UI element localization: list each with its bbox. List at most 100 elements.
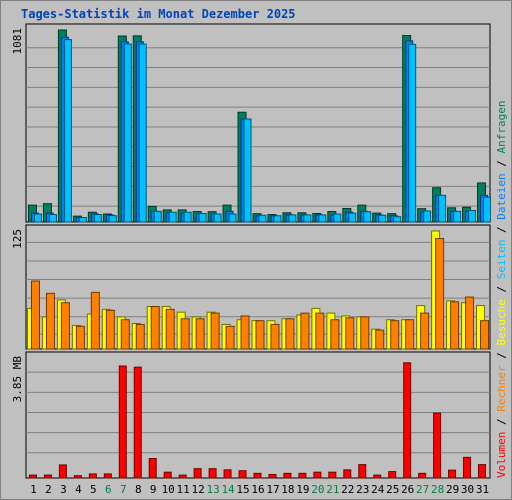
x-axis-labels: 1 2 3 4 5 6 7 8 9 10 11 12 13 14 15 16 17 18 19 20 21 22 23 24 2… — [30, 483, 489, 496]
x-tick-label-2: 2 — [45, 483, 52, 496]
bar-volumen-28 — [433, 412, 442, 479]
x-tick-label-31: 31 — [476, 483, 489, 496]
legend-entry: Volumen — [495, 432, 508, 478]
bar-volumen-7 — [118, 365, 127, 479]
bar-seiten-30 — [468, 209, 477, 223]
bar-volumen-22 — [343, 469, 352, 479]
bar-rechner-17 — [270, 323, 280, 350]
bar-volumen-3 — [58, 464, 67, 479]
y-max-label: 1081 — [11, 28, 24, 55]
legend-entry: Anfragen — [495, 100, 508, 160]
x-tick-label-17: 17 — [266, 483, 279, 496]
bar-volumen-6 — [103, 473, 112, 479]
bar-volumen-24 — [373, 474, 382, 479]
x-tick-label-15: 15 — [236, 483, 249, 496]
bar-seiten-15 — [243, 118, 252, 223]
bar-seiten-28 — [438, 194, 447, 223]
x-tick-label-10: 10 — [162, 483, 175, 496]
bar-rechner-16 — [255, 320, 265, 350]
x-tick-label-1: 1 — [30, 483, 37, 496]
bar-seiten-12 — [198, 212, 207, 223]
bar-seiten-24 — [378, 214, 387, 223]
bar-seiten-18 — [288, 214, 297, 223]
bar-seiten-4 — [78, 217, 87, 223]
bar-rechner-13 — [210, 312, 220, 350]
bar-seiten-10 — [168, 211, 177, 223]
bar-rechner-1 — [30, 280, 40, 350]
x-tick-label-12: 12 — [192, 483, 205, 496]
bar-volumen-11 — [178, 474, 187, 479]
bar-seiten-20 — [318, 214, 327, 223]
bar-rechner-2 — [45, 292, 55, 350]
chart-title: Tages-Statistik im Monat Dezember 2025 — [21, 7, 296, 21]
bar-seiten-6 — [108, 215, 117, 223]
x-tick-label-21: 21 — [326, 483, 339, 496]
bar-seiten-9 — [153, 210, 162, 223]
x-tick-label-18: 18 — [281, 483, 294, 496]
y-max-label: 3.85 MB — [11, 356, 24, 403]
bar-seiten-29 — [453, 210, 462, 223]
x-tick-label-30: 30 — [461, 483, 474, 496]
bar-volumen-29 — [448, 469, 457, 479]
bar-volumen-5 — [88, 473, 97, 479]
bar-rechner-12 — [195, 318, 205, 350]
bar-rechner-5 — [90, 291, 100, 350]
bar-seiten-7 — [123, 43, 132, 223]
bar-seiten-14 — [228, 213, 237, 223]
bar-volumen-13 — [208, 468, 217, 479]
legend-entry: / — [495, 286, 508, 299]
bar-rechner-24 — [375, 329, 385, 350]
panel-bottom — [25, 351, 491, 479]
bar-volumen-12 — [193, 468, 202, 479]
legend-text: Volumen / Rechner / Besuche / Seiten / D… — [495, 100, 508, 478]
x-tick-label-24: 24 — [371, 483, 385, 496]
bar-volumen-16 — [253, 472, 262, 479]
x-tick-label-5: 5 — [90, 483, 97, 496]
y-max-label: 125 — [11, 229, 24, 249]
bar-volumen-17 — [268, 474, 277, 479]
bar-seiten-26 — [408, 43, 417, 223]
bar-volumen-27 — [418, 472, 427, 479]
chart-panels — [25, 23, 491, 479]
x-tick-label-7: 7 — [120, 483, 127, 496]
bar-volumen-25 — [388, 471, 397, 479]
bar-seiten-31 — [483, 196, 492, 223]
x-tick-label-28: 28 — [431, 483, 444, 496]
bar-rechner-30 — [465, 296, 475, 350]
panel-top — [25, 23, 491, 223]
legend-entry: Seiten — [495, 240, 508, 286]
legend-entry: / — [495, 418, 508, 431]
bar-seiten-2 — [48, 214, 57, 223]
bar-seiten-17 — [273, 215, 282, 223]
bar-volumen-26 — [403, 362, 412, 479]
x-tick-label-11: 11 — [177, 483, 190, 496]
bar-volumen-2 — [43, 474, 52, 479]
x-tick-label-9: 9 — [150, 483, 157, 496]
bar-volumen-18 — [283, 472, 292, 479]
chart-marks — [26, 29, 492, 479]
bar-rechner-11 — [180, 318, 190, 350]
bar-rechner-6 — [105, 309, 115, 350]
x-tick-label-23: 23 — [356, 483, 369, 496]
bar-seiten-11 — [183, 211, 192, 223]
bar-seiten-1 — [33, 213, 42, 223]
bar-rechner-3 — [60, 302, 70, 350]
x-tick-label-14: 14 — [221, 483, 235, 496]
bar-rechner-15 — [240, 315, 250, 350]
y-axis-labels: 1081 125 3.85 MB — [11, 28, 24, 402]
bar-volumen-31 — [478, 464, 487, 479]
bar-seiten-25 — [393, 216, 402, 223]
x-tick-label-4: 4 — [75, 483, 82, 496]
bar-rechner-19 — [300, 312, 310, 350]
bar-rechner-28 — [435, 238, 445, 350]
x-tick-label-29: 29 — [446, 483, 459, 496]
bar-volumen-15 — [238, 470, 247, 479]
bar-rechner-4 — [75, 325, 85, 350]
bar-rechner-10 — [165, 308, 175, 350]
x-tick-label-6: 6 — [105, 483, 112, 496]
bar-seiten-21 — [333, 213, 342, 223]
bar-seiten-27 — [423, 210, 432, 223]
bar-volumen-8 — [133, 366, 142, 479]
bar-volumen-21 — [328, 471, 337, 479]
